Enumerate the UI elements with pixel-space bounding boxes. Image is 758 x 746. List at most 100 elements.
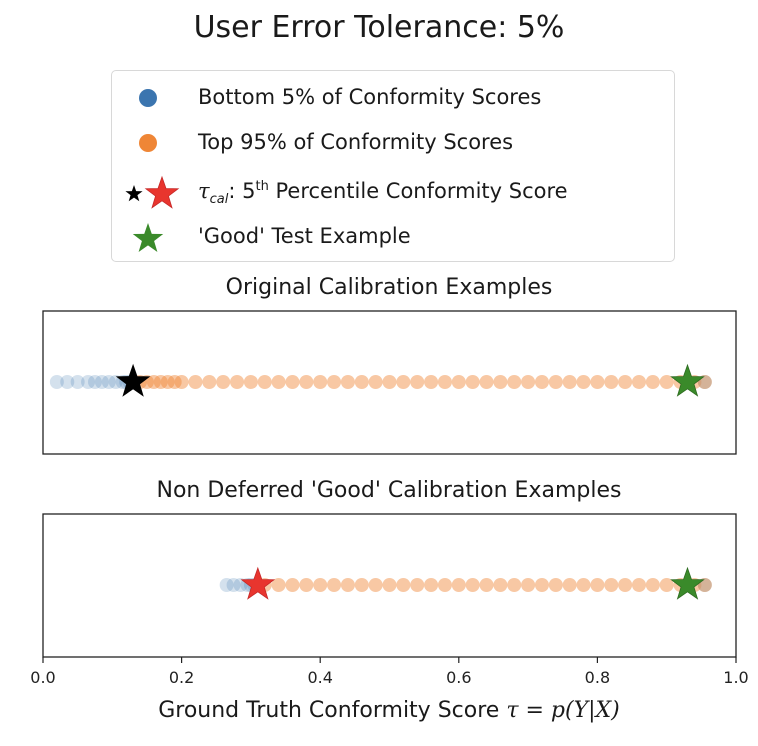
top-point [465,578,480,592]
top-point [153,375,168,389]
top-point [146,375,161,389]
x-tick-label: 0.2 [169,668,194,687]
top-point [590,375,605,389]
threshold-star [240,566,276,600]
top-point [493,578,508,592]
top-point [174,375,189,389]
top-point [271,578,286,592]
top-point [451,578,466,592]
legend-label-bottom: Bottom 5% of Conformity Scores [198,85,542,109]
top-point [424,578,439,592]
top-point [285,578,300,592]
top-point [618,578,633,592]
top-point [188,375,203,389]
legend-item-top: Top 95% of Conformity Scores [112,121,674,165]
top-point [534,375,549,389]
top-point [424,375,439,389]
panel-1-frame [42,310,737,455]
good-test-star [670,566,705,600]
top-point [493,375,508,389]
legend-item-bottom: Bottom 5% of Conformity Scores [112,76,674,120]
top-point [230,375,245,389]
good-test-star [670,363,705,397]
x-tick-label: 0.0 [30,668,55,687]
top-point [340,578,355,592]
top-point [465,375,480,389]
legend-label-good: 'Good' Test Example [198,224,411,248]
top-point [396,578,411,592]
top-point [382,578,397,592]
top-point [548,578,563,592]
top-point [479,578,494,592]
legend-item-threshold: τcal: 5th Percentile Conformity Score [112,170,674,214]
top-point [437,375,452,389]
top-point [507,375,522,389]
legend-label-threshold: τcal: 5th Percentile Conformity Score [198,179,568,208]
top-point [396,375,411,389]
top-point [479,375,494,389]
top-point [507,578,522,592]
x-tick-label: 0.8 [585,668,610,687]
top-point [659,375,674,389]
legend-item-good: 'Good' Test Example [112,215,674,259]
x-tick-label: 1.0 [723,668,748,687]
top-point [604,578,619,592]
threshold-star [115,363,151,397]
bottom-point [60,375,75,389]
top-point [631,375,646,389]
top-point [354,375,369,389]
top-point [645,578,660,592]
top-point [299,375,314,389]
top-point [202,375,217,389]
top-point [645,375,660,389]
panel-2-title: Non Deferred 'Good' Calibration Examples [156,478,622,503]
panel-2-frame [42,513,737,658]
panel-1-title: Original Calibration Examples [225,275,553,300]
top-point [285,375,300,389]
x-axis-label: Ground Truth Conformity Score τ = p(Y|X) [158,698,620,723]
top-point [604,375,619,389]
top-point [216,375,231,389]
top-point [167,375,182,389]
blue-dot-icon [139,89,157,107]
bottom-point [81,375,96,389]
top-point [368,578,383,592]
bottom-point [49,375,64,389]
top-point [299,578,314,592]
top-point [243,375,258,389]
top-point [562,578,577,592]
top-point [368,375,383,389]
top-point [562,375,577,389]
green-star-icon [132,223,164,252]
legend: Bottom 5% of Conformity Scores Top 95% o… [111,70,675,262]
top-point [382,375,397,389]
top-point [590,578,605,592]
top-point [340,375,355,389]
bottom-point [94,375,109,389]
bottom-point [226,578,241,592]
top-point [313,375,328,389]
legend-label-top: Top 95% of Conformity Scores [198,130,514,154]
top-point [548,375,563,389]
top-point [521,578,536,592]
top-point [327,578,342,592]
top-point [521,375,536,389]
top-point [576,375,591,389]
bottom-point [101,375,116,389]
top-point [410,578,425,592]
figure-title: User Error Tolerance: 5% [193,10,565,45]
bottom-point [87,375,102,389]
orange-dot-icon [139,134,157,152]
top-point [271,375,286,389]
star-pair-icon [125,175,180,209]
top-point [354,578,369,592]
top-point [410,375,425,389]
bottom-point [70,375,85,389]
x-tick-label: 0.6 [446,668,471,687]
top-point [257,375,272,389]
top-point [659,578,674,592]
top-point [160,375,175,389]
red-star-icon [144,175,180,209]
x-tick-label: 0.4 [307,668,332,687]
